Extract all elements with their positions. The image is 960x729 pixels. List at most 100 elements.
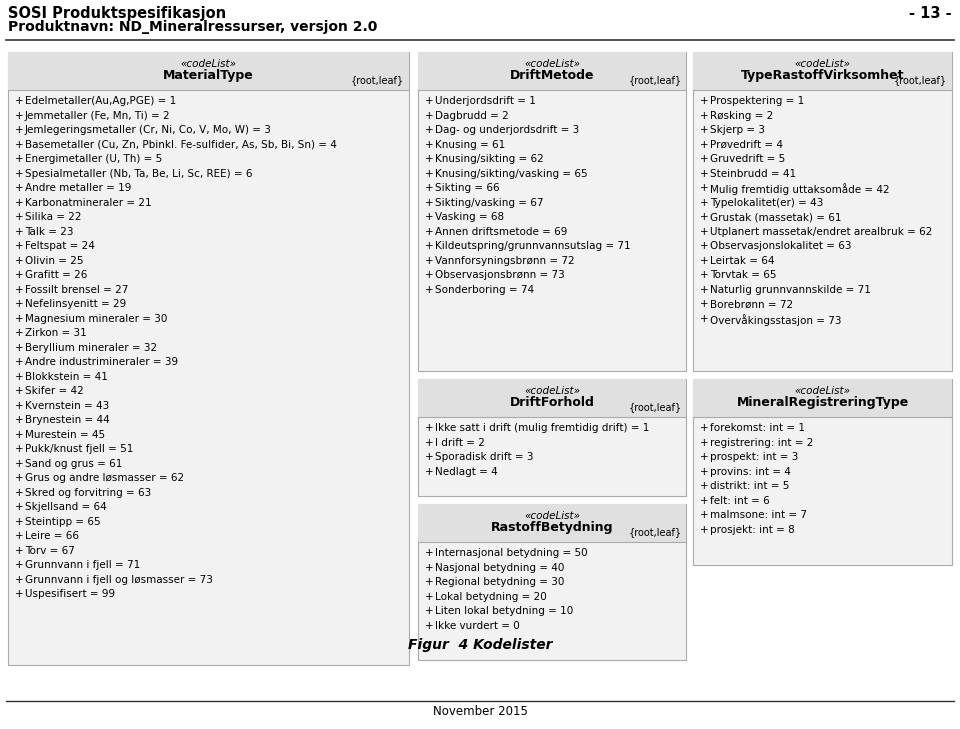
Text: +: +	[424, 212, 433, 222]
Text: «codeList»: «codeList»	[524, 60, 580, 69]
Text: +: +	[14, 561, 23, 571]
Text: I drift = 2: I drift = 2	[435, 437, 485, 448]
Text: Energimetaller (U, Th) = 5: Energimetaller (U, Th) = 5	[25, 155, 162, 165]
Text: +: +	[14, 314, 23, 324]
Text: distrikt: int = 5: distrikt: int = 5	[710, 481, 789, 491]
Text: +: +	[700, 467, 708, 477]
Text: registrering: int = 2: registrering: int = 2	[710, 437, 813, 448]
Text: +: +	[424, 241, 433, 252]
Text: Andre industrimineraler = 39: Andre industrimineraler = 39	[25, 357, 178, 367]
Text: +: +	[700, 227, 708, 237]
Text: Nedlagt = 4: Nedlagt = 4	[435, 467, 497, 477]
Text: Uspesifisert = 99: Uspesifisert = 99	[25, 590, 115, 599]
Text: +: +	[700, 525, 708, 534]
Text: +: +	[424, 467, 433, 477]
Text: +: +	[14, 241, 23, 252]
Text: Torv = 67: Torv = 67	[25, 546, 75, 556]
Text: +: +	[14, 590, 23, 599]
Text: felt: int = 6: felt: int = 6	[710, 496, 770, 506]
Bar	[418, 504, 686, 542]
Text: DriftForhold: DriftForhold	[510, 396, 594, 409]
Text: Figur  4 Kodelister: Figur 4 Kodelister	[408, 638, 552, 652]
Text: +: +	[424, 256, 433, 266]
Bar	[418, 379, 686, 417]
Text: Internasjonal betydning = 50: Internasjonal betydning = 50	[435, 548, 588, 558]
Text: Sonderboring = 74: Sonderboring = 74	[435, 285, 534, 295]
Text: Andre metaller = 19: Andre metaller = 19	[25, 184, 132, 193]
Text: +: +	[424, 111, 433, 121]
Text: Nasjonal betydning = 40: Nasjonal betydning = 40	[435, 563, 564, 573]
Text: Typelokalitet(er) = 43: Typelokalitet(er) = 43	[710, 198, 824, 208]
Text: +: +	[14, 488, 23, 498]
Text: malmsone: int = 7: malmsone: int = 7	[710, 510, 807, 520]
Text: Beryllium mineraler = 32: Beryllium mineraler = 32	[25, 343, 156, 353]
Text: +: +	[14, 125, 23, 136]
Text: Feltspat = 24: Feltspat = 24	[25, 241, 94, 252]
Text: «codeList»: «codeList»	[795, 60, 851, 69]
Text: +: +	[14, 256, 23, 266]
Text: Ikke satt i drift (mulig fremtidig drift) = 1: Ikke satt i drift (mulig fremtidig drift…	[435, 423, 649, 433]
Text: +: +	[424, 125, 433, 136]
Text: +: +	[14, 300, 23, 310]
Bar	[418, 52, 686, 371]
Text: Knusing/sikting = 62: Knusing/sikting = 62	[435, 155, 543, 165]
Text: +: +	[424, 577, 433, 588]
Text: Nefelinsyenitt = 29: Nefelinsyenitt = 29	[25, 300, 126, 310]
Text: +: +	[14, 111, 23, 121]
Text: MaterialType: MaterialType	[163, 69, 253, 82]
Text: Naturlig grunnvannskilde = 71: Naturlig grunnvannskilde = 71	[710, 285, 871, 295]
Text: provins: int = 4: provins: int = 4	[710, 467, 791, 477]
Text: Kildeutspring/grunnvannsutslag = 71: Kildeutspring/grunnvannsutslag = 71	[435, 241, 630, 252]
Text: prospekt: int = 3: prospekt: int = 3	[710, 452, 799, 462]
Text: +: +	[424, 96, 433, 106]
Text: Skjellsand = 64: Skjellsand = 64	[25, 502, 107, 512]
Text: Observasjonslokalitet = 63: Observasjonslokalitet = 63	[710, 241, 852, 252]
Text: +: +	[700, 423, 708, 433]
Text: Skifer = 42: Skifer = 42	[25, 386, 84, 397]
Bar	[693, 52, 952, 371]
Text: Sikting/vasking = 67: Sikting/vasking = 67	[435, 198, 543, 208]
Text: +: +	[14, 96, 23, 106]
Text: Grunnvann i fjell og løsmasser = 73: Grunnvann i fjell og løsmasser = 73	[25, 575, 212, 585]
Text: +: +	[14, 357, 23, 367]
Text: RastoffBetydning: RastoffBetydning	[491, 521, 613, 534]
Text: Leire = 66: Leire = 66	[25, 531, 79, 542]
Text: +: +	[424, 548, 433, 558]
Text: Karbonatmineraler = 21: Karbonatmineraler = 21	[25, 198, 152, 208]
Text: Sand og grus = 61: Sand og grus = 61	[25, 459, 122, 469]
Text: +: +	[700, 96, 708, 106]
Text: Overvåkingsstasjon = 73: Overvåkingsstasjon = 73	[710, 314, 842, 326]
Text: «codeList»: «codeList»	[524, 386, 580, 396]
Text: Grunnvann i fjell = 71: Grunnvann i fjell = 71	[25, 561, 140, 571]
Text: +: +	[700, 184, 708, 193]
Text: Zirkon = 31: Zirkon = 31	[25, 329, 86, 338]
Text: +: +	[14, 155, 23, 165]
Text: Borebrønn = 72: Borebrønn = 72	[710, 300, 793, 310]
Text: +: +	[14, 140, 23, 150]
Text: +: +	[700, 437, 708, 448]
Text: Regional betydning = 30: Regional betydning = 30	[435, 577, 564, 588]
Text: «codeList»: «codeList»	[180, 60, 236, 69]
Text: Skjerp = 3: Skjerp = 3	[710, 125, 765, 136]
Text: +: +	[14, 372, 23, 382]
Text: Edelmetaller(Au,Ag,PGE) = 1: Edelmetaller(Au,Ag,PGE) = 1	[25, 96, 176, 106]
Text: +: +	[424, 140, 433, 150]
Text: +: +	[14, 184, 23, 193]
Text: +: +	[424, 607, 433, 617]
Text: Jemmetaller (Fe, Mn, Ti) = 2: Jemmetaller (Fe, Mn, Ti) = 2	[25, 111, 170, 121]
Bar	[693, 379, 952, 417]
Text: +: +	[14, 474, 23, 483]
Text: Sporadisk drift = 3: Sporadisk drift = 3	[435, 452, 533, 462]
Text: Røsking = 2: Røsking = 2	[710, 111, 774, 121]
Text: +: +	[424, 285, 433, 295]
Text: Sikting = 66: Sikting = 66	[435, 184, 499, 193]
Text: {root,leaf}: {root,leaf}	[894, 76, 948, 85]
Text: +: +	[424, 227, 433, 237]
Bar	[8, 52, 409, 90]
Text: +: +	[424, 592, 433, 602]
Text: Observasjonsbrønn = 73: Observasjonsbrønn = 73	[435, 270, 564, 281]
Text: TypeRastoffVirksomhet: TypeRastoffVirksomhet	[741, 69, 904, 82]
Text: +: +	[14, 212, 23, 222]
Text: +: +	[424, 184, 433, 193]
Text: Utplanert massetak/endret arealbruk = 62: Utplanert massetak/endret arealbruk = 62	[710, 227, 932, 237]
